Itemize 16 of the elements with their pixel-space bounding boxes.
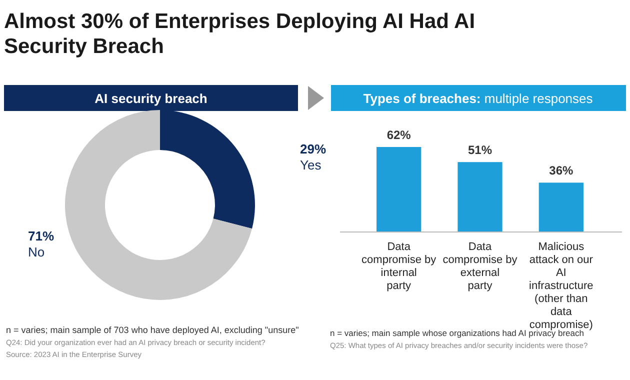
data-label: 36% — [549, 164, 574, 178]
chart-subtitle: AI security breach — [94, 91, 208, 106]
chart-subtitle: Types of breaches: multiple responses — [363, 91, 594, 106]
x-tick-label: Malicious attack on our AI infrastructure (other than data compromise) — [529, 241, 594, 331]
text: n = varies; main sample whose organizations had AI privacy breach — [330, 328, 584, 338]
donut-slice — [65, 110, 252, 300]
slice-label: No — [28, 244, 45, 260]
data-label: 29% — [300, 141, 326, 156]
data-label: 51% — [468, 143, 492, 158]
text: n = varies; main sample of 703 who have deployed AI, excluding "unsure" — [6, 325, 299, 335]
x-tick-label: Data compromise by external party — [442, 241, 518, 292]
slice-label: Yes — [300, 157, 322, 172]
x-tick-label: Data compromise by internal party — [362, 241, 437, 292]
data-label: 71% — [28, 228, 54, 244]
data-label: 62% — [386, 128, 412, 142]
chart-title: Almost 30% of Enterprises Deploying AI Had AI Security Breach — [4, 10, 476, 58]
